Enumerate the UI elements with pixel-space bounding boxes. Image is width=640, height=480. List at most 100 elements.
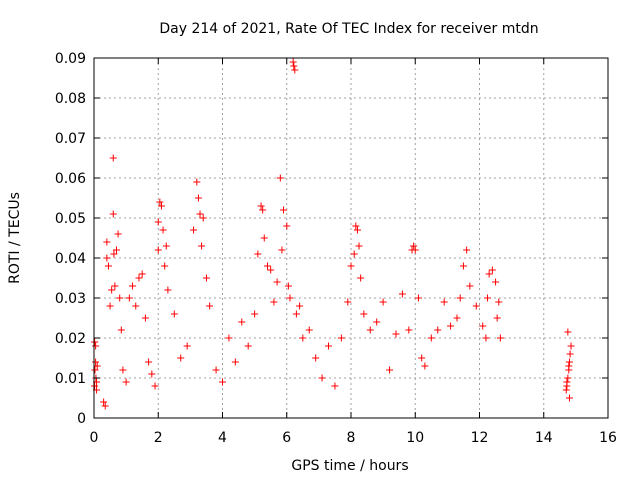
data-point [495,298,503,306]
y-axis-label: ROTI / TECUs [7,192,23,284]
data-point [472,302,480,310]
data-point [453,314,461,322]
data-point [212,366,220,374]
data-point [193,178,201,186]
x-tick-label: 8 [347,430,356,446]
data-point [286,294,294,302]
data-point [116,294,124,302]
data-point [156,198,164,206]
x-axis-label: GPS time / hours [291,458,408,474]
data-point [154,218,162,226]
x-tick-label: 16 [599,430,617,446]
data-point [257,202,265,210]
data-point [496,334,504,342]
data-point [447,322,455,330]
data-point [112,246,120,254]
data-point [427,334,435,342]
data-point [312,354,320,362]
data-point [567,342,575,350]
data-point [92,358,100,366]
data-point [109,210,117,218]
data-point [260,234,268,242]
x-tick-label: 12 [471,430,489,446]
data-point [108,286,116,294]
data-point [159,226,167,234]
data-point [565,358,573,366]
x-tick-label: 6 [282,430,291,446]
data-point [125,294,133,302]
data-point [418,354,426,362]
data-point [290,62,298,70]
data-point [410,242,418,250]
data-point [284,282,292,290]
data-point [283,222,291,230]
data-point [325,342,333,350]
data-point [238,318,246,326]
data-point [350,250,358,258]
data-point [219,378,226,386]
data-point [106,302,114,310]
data-point [170,310,178,318]
y-tick-label: 0.09 [55,51,86,67]
data-point [299,334,307,342]
data-point [344,298,352,306]
data-point [151,382,159,390]
data-point [122,378,130,386]
x-tick-label: 14 [535,430,553,446]
data-point [92,342,100,350]
data-point [202,274,210,282]
data-point [492,278,500,286]
data-point [278,246,286,254]
data-point [161,262,169,270]
data-point [103,254,111,262]
data-point [91,366,99,374]
data-point [138,270,146,278]
data-point [459,262,467,270]
y-tick-label: 0.05 [55,211,86,227]
chart-title: Day 214 of 2021, Rate Of TEC Index for r… [159,21,538,37]
data-point [493,314,501,322]
data-point [366,326,374,334]
data-point [270,298,278,306]
data-point [145,358,153,366]
data-point [111,282,119,290]
data-point [411,246,419,254]
data-point [296,302,304,310]
data-point [292,310,300,318]
data-point [225,334,233,342]
data-point [421,362,429,370]
y-tick-label: 0.02 [55,331,86,347]
data-point [164,286,172,294]
y-tick-label: 0.01 [55,371,86,387]
data-point [103,238,111,246]
data-point [398,290,406,298]
data-point [488,266,496,274]
data-point [109,154,117,162]
data-point [414,294,422,302]
y-tick-label: 0 [77,411,86,427]
data-point [254,250,262,258]
y-tick-label: 0.06 [55,171,86,187]
y-tick-label: 0.03 [55,291,86,307]
data-point [135,274,143,282]
data-point [273,278,281,286]
data-point [119,366,127,374]
x-tick-label: 0 [90,430,99,446]
data-point [484,294,492,302]
data-point [353,226,361,234]
data-point [198,242,206,250]
y-tick-label: 0.04 [55,251,86,267]
data-point [244,342,252,350]
data-point [162,242,170,250]
data-point [562,386,570,394]
data-point [563,378,571,386]
data-point [386,366,394,374]
x-tick-label: 4 [218,430,227,446]
data-point [566,350,574,358]
data-point [276,174,284,182]
data-point [194,194,202,202]
data-point [357,274,365,282]
data-point [564,328,572,336]
data-point [157,202,165,210]
